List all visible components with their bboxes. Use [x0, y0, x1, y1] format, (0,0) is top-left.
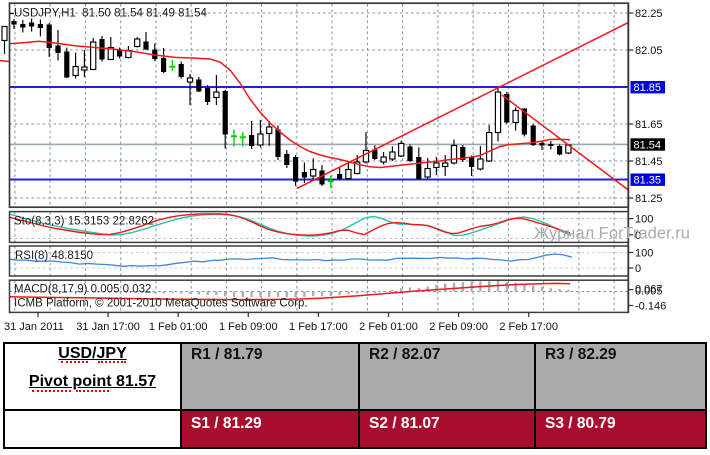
svg-text:MACD(8,17,9) 0.005 0.032: MACD(8,17,9) 0.005 0.032 [14, 284, 151, 296]
svg-text:81.25: 81.25 [635, 193, 663, 205]
svg-text:82.25: 82.25 [635, 8, 663, 20]
svg-text:0.067: 0.067 [635, 284, 663, 296]
svg-text:2 Feb 01:00: 2 Feb 01:00 [359, 321, 418, 333]
svg-text:81.65: 81.65 [635, 119, 663, 131]
svg-text:2 Feb 17:00: 2 Feb 17:00 [499, 321, 558, 333]
svg-text:RSI(8) 48.8150: RSI(8) 48.8150 [15, 250, 93, 262]
svg-text:-0.146: -0.146 [635, 301, 666, 313]
svg-text:Журнал ForTrader.ru: Журнал ForTrader.ru [534, 225, 690, 243]
svg-text:1 Feb 01:00: 1 Feb 01:00 [149, 321, 208, 333]
svg-text:81.54: 81.54 [634, 139, 662, 151]
svg-text:31 Jan 17:00: 31 Jan 17:00 [76, 321, 140, 333]
svg-text:0.005: 0.005 [635, 286, 663, 298]
svg-text:81.85: 81.85 [634, 82, 662, 94]
svg-text:0: 0 [635, 263, 641, 275]
svg-text:82.05: 82.05 [635, 45, 663, 57]
svg-text:Sto(8,3,3) 15.3153 22.8262: Sto(8,3,3) 15.3153 22.8262 [14, 216, 154, 228]
svg-text:100: 100 [635, 248, 653, 260]
svg-text:81.35: 81.35 [634, 175, 662, 187]
svg-text:1 Feb 17:00: 1 Feb 17:00 [289, 321, 348, 333]
svg-text:USDJPY,H1 81.50 81.54 81.49 8: USDJPY,H1 81.50 81.54 81.49 81.54 [14, 8, 207, 20]
svg-text:100: 100 [635, 214, 653, 226]
svg-text:81.45: 81.45 [635, 156, 663, 168]
svg-text:0: 0 [635, 230, 641, 242]
svg-text:1 Feb 09:00: 1 Feb 09:00 [219, 321, 278, 333]
svg-text:2 Feb 09:00: 2 Feb 09:00 [429, 321, 488, 333]
svg-text:ICMB Platform, © 2001-2010 Met: ICMB Platform, © 2001-2010 MetaQuotes So… [14, 298, 308, 310]
svg-text:31 Jan 2011: 31 Jan 2011 [4, 321, 64, 333]
